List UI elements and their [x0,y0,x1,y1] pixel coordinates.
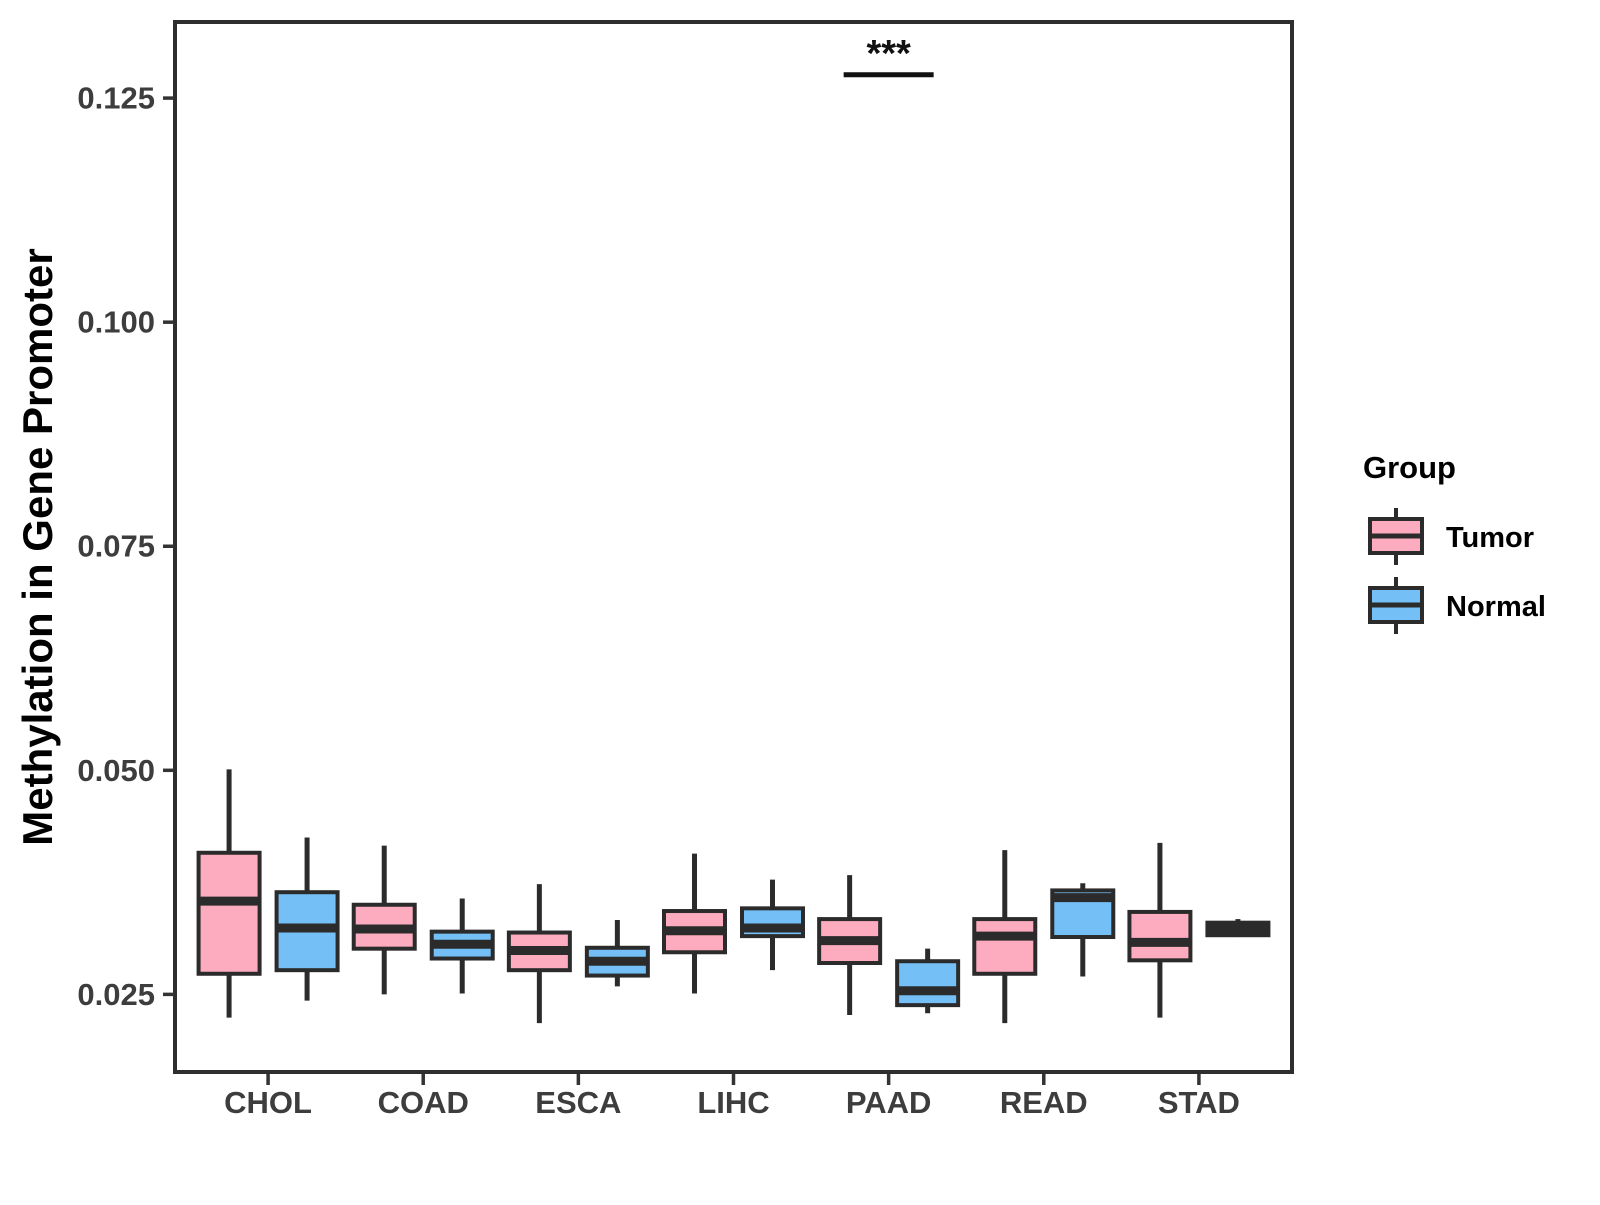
x-tick-label: CHOL [224,1085,312,1120]
box-STAD-Tumor [1127,909,1193,963]
legend-key-normal-icon [1368,577,1424,634]
legend: Group Tumor Normal [1363,450,1546,634]
x-tick-label: COAD [378,1085,469,1120]
x-axis: CHOL COAD ESCA LIHC PAAD READ STAD [224,1074,1240,1120]
boxes-layer [196,769,1271,1024]
significance-annotation: *** [843,33,934,78]
x-tick-label: READ [1000,1085,1088,1120]
y-axis-title: Methylation in Gene Promoter [14,248,61,845]
box-PAAD-Normal [895,959,961,1008]
panel-border [173,20,1294,1074]
x-tick-label: ESCA [535,1085,621,1120]
significance-stars: *** [866,33,911,75]
y-tick-label: 0.025 [77,977,155,1012]
y-tick-label: 0.050 [77,753,155,788]
y-tick-label: 0.100 [77,305,155,340]
x-tick-label: LIHC [697,1085,769,1120]
x-tick-label: PAAD [846,1085,932,1120]
legend-key-tumor-icon [1368,508,1424,565]
y-axis: 0.025 0.050 0.075 0.100 0.125 [77,81,174,1012]
box-CHOL-Tumor [196,850,262,976]
x-tick-label: STAD [1158,1085,1240,1120]
y-tick-label: 0.075 [77,529,155,564]
legend-title: Group [1363,450,1456,485]
legend-label-normal: Normal [1446,591,1546,623]
legend-label-tumor: Tumor [1446,522,1534,554]
y-tick-label: 0.125 [77,81,155,116]
box-READ-Tumor [972,917,1038,976]
